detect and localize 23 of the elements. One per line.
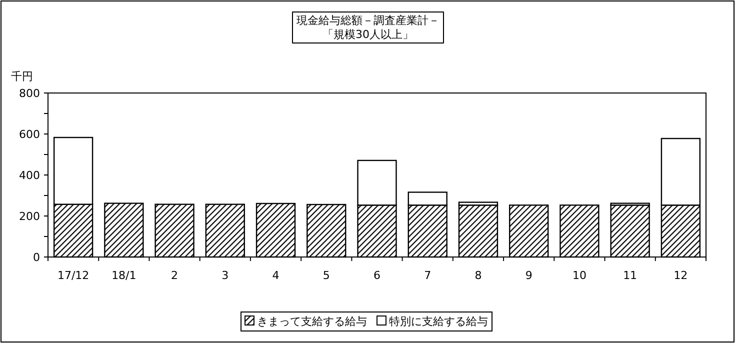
legend-label: きまって支給する給与 (257, 315, 367, 328)
x-tick-label: 18/1 (112, 269, 136, 282)
x-tick-label: 9 (525, 269, 532, 282)
x-tick-label: 2 (171, 269, 178, 282)
x-tick-label: 6 (374, 269, 380, 282)
x-tick-label: 12 (674, 269, 688, 282)
y-tick-label: 400 (19, 169, 40, 182)
y-tick-label: 0 (33, 251, 40, 264)
x-tick-label: 8 (474, 269, 482, 282)
x-tick-label: 7 (424, 269, 432, 282)
y-tick-label: 600 (19, 128, 40, 141)
x-tick-label: 17/12 (57, 269, 90, 282)
y-tick-label: 200 (19, 210, 40, 223)
chart-title: 現金給与総額－調査産業計－ (296, 14, 440, 27)
x-tick-label: 3 (222, 269, 229, 282)
y-tick-label: 800 (19, 87, 40, 100)
chart-subtitle: 「規模30人以上」 (322, 28, 414, 41)
legend-label: 特別に支給する給与 (389, 315, 488, 328)
x-tick-label: 4 (272, 269, 280, 282)
x-tick-label: 11 (623, 269, 638, 282)
y-axis-title: 千円 (11, 70, 33, 83)
x-tick-label: 10 (572, 269, 586, 282)
x-tick-label: 5 (322, 269, 330, 282)
